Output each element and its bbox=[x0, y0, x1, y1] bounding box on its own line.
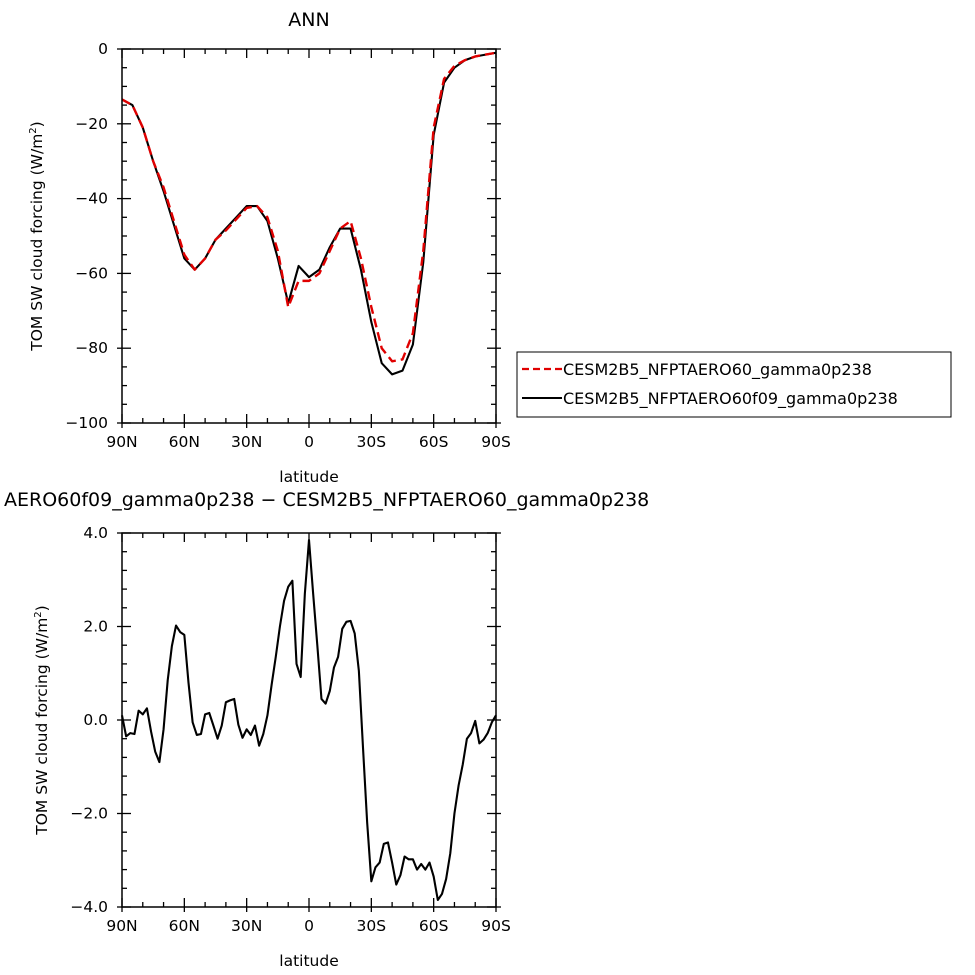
legend-box bbox=[516, 351, 952, 418]
bottom-chart-y-tick-label: −2.0 bbox=[70, 805, 108, 823]
top-chart-y-axis-label-superscript: 2 bbox=[28, 127, 39, 133]
bottom-chart-y-tick-label: 0.0 bbox=[83, 711, 108, 729]
top-chart-y-tick-label: −20 bbox=[75, 115, 108, 133]
bottom-chart-x-tick-label: 60N bbox=[169, 917, 200, 935]
top-chart-title: ANN bbox=[288, 9, 329, 31]
bottom-chart-y-tick-label: −4.0 bbox=[70, 898, 108, 916]
bottom-chart-title: AERO60f09_gamma0p238 − CESM2B5_NFPTAERO6… bbox=[4, 489, 649, 511]
top-chart-y-tick-labels: 0 −20 −40 −60 −80 −100 bbox=[65, 40, 108, 432]
bottom-chart-series-line-1 bbox=[120, 538, 497, 902]
top-chart-x-tick-label: 90S bbox=[481, 433, 511, 451]
top-chart-y-tick-label: −40 bbox=[75, 190, 108, 208]
bottom-chart-y-axis-label-superscript: 2 bbox=[33, 611, 44, 617]
legend-label-series-1: CESM2B5_NFPTAERO60_gamma0p238 bbox=[563, 360, 872, 380]
top-chart-y-axis-label-main: TOM SW cloud forcing (W/m bbox=[28, 134, 46, 352]
top-chart-x-axis-label: latitude bbox=[279, 468, 338, 486]
bottom-chart-x-tick-label: 30S bbox=[357, 917, 387, 935]
top-chart-y-tick-label: 0 bbox=[98, 40, 108, 58]
top-chart-x-tick-label: 30S bbox=[357, 433, 387, 451]
bottom-chart-plot-frame bbox=[121, 532, 497, 908]
top-chart-ticks bbox=[117, 48, 501, 428]
top-chart-plot-frame bbox=[121, 48, 497, 424]
legend-label-series-2: CESM2B5_NFPTAERO60f09_gamma0p238 bbox=[563, 389, 898, 409]
top-chart-y-tick-label: −80 bbox=[75, 339, 108, 357]
top-chart-x-tick-label: 60N bbox=[169, 433, 200, 451]
top-chart-x-tick-label: 90N bbox=[106, 433, 137, 451]
bottom-chart-x-tick-label: 90S bbox=[481, 917, 511, 935]
bottom-chart-panel: AERO60f09_gamma0p238 − CESM2B5_NFPTAERO6… bbox=[4, 489, 649, 970]
bottom-chart-x-tick-label: 60S bbox=[419, 917, 449, 935]
top-chart-series-line-1 bbox=[121, 51, 497, 363]
bottom-chart-series-lines bbox=[120, 538, 497, 902]
top-chart-panel: ANN 90N 60N 30N 0 30S 60S 90S 0 −20 −40 −60 −80 −10… bbox=[28, 9, 511, 486]
top-chart-series-line-2 bbox=[121, 51, 497, 376]
top-chart-x-tick-labels: 90N 60N 30N 0 30S 60S 90S bbox=[106, 433, 510, 451]
top-chart-y-axis-label: TOM SW cloud forcing (W/m2) bbox=[28, 121, 46, 351]
bottom-chart-x-tick-label: 0 bbox=[304, 917, 314, 935]
bottom-chart-x-tick-labels: 90N 60N 30N 0 30S 60S 90S bbox=[106, 917, 510, 935]
bottom-chart-y-tick-label: 2.0 bbox=[83, 618, 108, 636]
top-chart-x-tick-label: 30N bbox=[231, 433, 262, 451]
top-chart-x-tick-label: 60S bbox=[419, 433, 449, 451]
bottom-chart-y-tick-label: 4.0 bbox=[83, 524, 108, 542]
top-chart-series-lines bbox=[121, 51, 497, 376]
top-chart-legend: CESM2B5_NFPTAERO60_gamma0p238 CESM2B5_NF… bbox=[516, 351, 952, 418]
bottom-chart-y-tick-labels: 4.0 2.0 0.0 −2.0 −4.0 bbox=[70, 524, 108, 916]
bottom-chart-x-tick-label: 30N bbox=[231, 917, 262, 935]
bottom-chart-x-tick-label: 90N bbox=[106, 917, 137, 935]
bottom-chart-y-axis-label-main: TOM SW cloud forcing (W/m bbox=[33, 618, 51, 836]
bottom-chart-ticks bbox=[117, 532, 501, 912]
top-chart-y-tick-label: −60 bbox=[75, 264, 108, 282]
bottom-chart-x-axis-label: latitude bbox=[279, 952, 338, 970]
bottom-chart-y-axis-label: TOM SW cloud forcing (W/m2) bbox=[33, 605, 51, 835]
bottom-chart-y-axis-label-close: ) bbox=[33, 605, 51, 611]
top-chart-y-tick-label: −100 bbox=[65, 414, 108, 432]
top-chart-y-axis-label-close: ) bbox=[28, 121, 46, 127]
top-chart-x-tick-label: 0 bbox=[304, 433, 314, 451]
